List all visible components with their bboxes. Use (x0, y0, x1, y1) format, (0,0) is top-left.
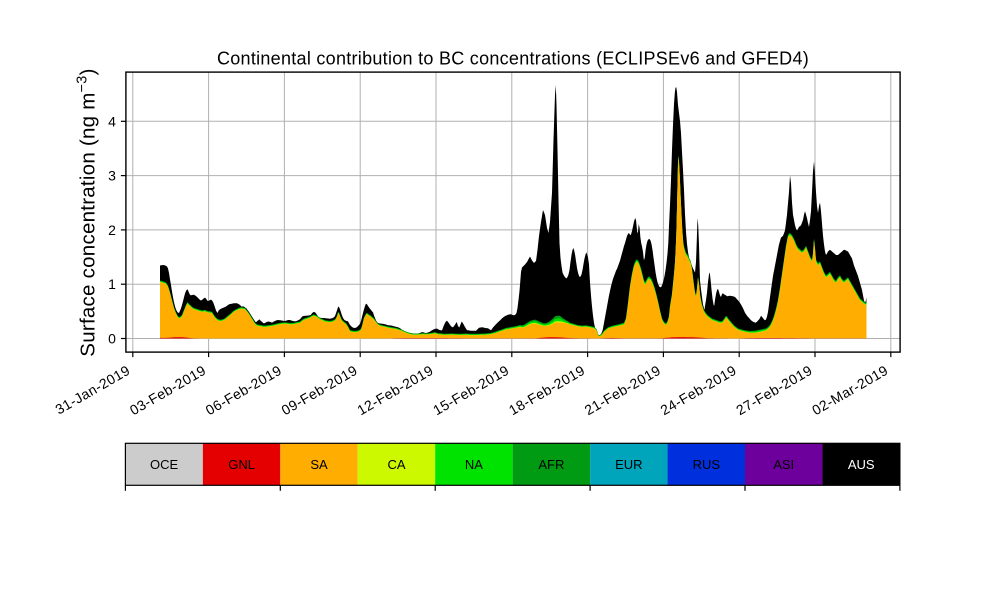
svg-text:OCE: OCE (150, 457, 179, 472)
svg-text:Continental contribution to BC: Continental contribution to BC concentra… (217, 49, 809, 69)
svg-text:EUR: EUR (615, 457, 642, 472)
svg-text:Surface concentration (ng m−3): Surface concentration (ng m−3) (75, 68, 100, 356)
svg-text:AFR: AFR (538, 457, 564, 472)
svg-text:0: 0 (108, 331, 116, 347)
svg-text:3: 3 (108, 168, 116, 184)
svg-text:SA: SA (310, 457, 328, 472)
svg-text:1: 1 (108, 276, 116, 292)
svg-text:GNL: GNL (228, 457, 255, 472)
svg-text:CA: CA (387, 457, 405, 472)
svg-text:4: 4 (108, 113, 116, 129)
svg-text:AUS: AUS (848, 457, 875, 472)
svg-text:RUS: RUS (693, 457, 721, 472)
svg-text:2: 2 (108, 222, 116, 238)
svg-text:NA: NA (465, 457, 483, 472)
svg-text:ASI: ASI (773, 457, 794, 472)
